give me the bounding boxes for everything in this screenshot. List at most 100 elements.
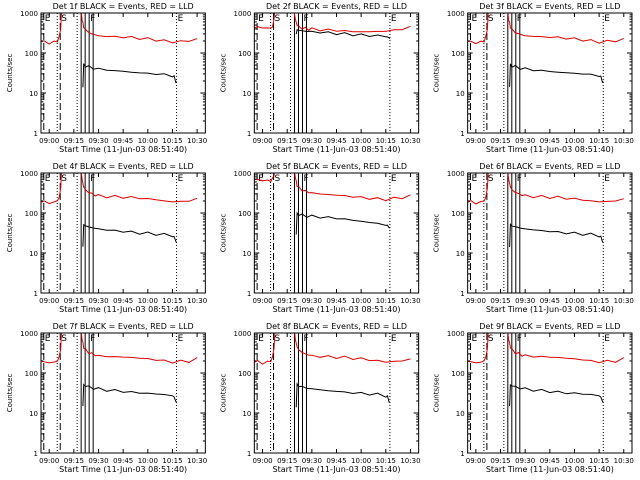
- x-tick-label: 10:15: [376, 457, 396, 465]
- y-tick-label: 1: [247, 450, 251, 458]
- marker-label: E: [604, 14, 610, 24]
- x-tick-label: 09:30: [88, 137, 108, 145]
- marker-label: E: [391, 334, 397, 344]
- detector-panel-6: Det 6f BLACK = Events, RED = LLDESFE09:0…: [433, 162, 634, 314]
- y-axis-label: Counts/sec: [219, 214, 227, 253]
- x-tick-label: 09:00: [39, 457, 59, 465]
- plot-frame: [253, 332, 420, 454]
- y-tick-label: 1000: [447, 10, 465, 18]
- y-tick-label: 1: [34, 450, 38, 458]
- marker-label: S: [488, 174, 494, 184]
- x-tick-label: 09:30: [515, 137, 535, 145]
- detector-panel-4: Det 4f BLACK = Events, RED = LLDESFE09:0…: [6, 162, 207, 314]
- x-tick-label: 09:45: [113, 137, 133, 145]
- x-axis-label: Start Time (11-Jun-03 08:51:40): [272, 465, 400, 474]
- x-tick-label: 09:00: [252, 137, 272, 145]
- marker-label: E: [258, 334, 264, 344]
- marker-label: E: [45, 174, 51, 184]
- marker-label: S: [275, 334, 281, 344]
- x-tick-label: 09:15: [277, 457, 297, 465]
- lld-series-line: [254, 173, 411, 202]
- x-tick-label: 10:30: [614, 137, 634, 145]
- marker-label: E: [178, 334, 184, 344]
- y-axis-label: Counts/sec: [433, 214, 441, 253]
- x-tick-label: 09:45: [540, 137, 560, 145]
- x-tick-label: 10:30: [400, 137, 420, 145]
- events-series-line: [82, 63, 177, 88]
- marker-label: S: [61, 14, 67, 24]
- y-tick-label: 1: [34, 290, 38, 298]
- x-tick-label: 10:00: [138, 137, 158, 145]
- y-axis-label: Counts/sec: [219, 54, 227, 93]
- events-series-line: [295, 382, 390, 408]
- marker-label: E: [471, 334, 477, 344]
- events-series-line: [82, 383, 177, 407]
- events-series-line: [509, 222, 604, 248]
- x-tick-label: 09:30: [302, 297, 322, 305]
- detector-panel-2: Det 2f BLACK = Events, RED = LLDESFE09:0…: [219, 2, 420, 154]
- plot-frame: [467, 12, 633, 134]
- x-axis-label: Start Time (11-Jun-03 08:51:40): [59, 305, 187, 314]
- x-axis-label: Start Time (11-Jun-03 08:51:40): [486, 145, 614, 154]
- x-tick-label: 09:30: [302, 457, 322, 465]
- plot-frame: [467, 172, 633, 294]
- y-tick-label: 100: [25, 50, 38, 58]
- x-tick-label: 09:15: [490, 297, 510, 305]
- y-tick-label: 1000: [20, 330, 38, 338]
- x-tick-label: 09:15: [64, 457, 84, 465]
- marker-label: S: [275, 174, 281, 184]
- x-tick-label: 10:00: [564, 297, 584, 305]
- y-axis-label: Counts/sec: [6, 214, 14, 253]
- detector-panel-8: Det 8f BLACK = Events, RED = LLDESFE09:0…: [219, 322, 420, 474]
- y-tick-label: 1: [460, 130, 464, 138]
- y-tick-label: 1000: [234, 170, 252, 178]
- marker-label: E: [604, 174, 610, 184]
- y-tick-label: 1000: [20, 10, 38, 18]
- events-series-line: [295, 29, 391, 39]
- lld-series-line: [41, 173, 198, 205]
- x-axis-label: Start Time (11-Jun-03 08:51:40): [59, 465, 187, 474]
- x-axis-label: Start Time (11-Jun-03 08:51:40): [272, 145, 400, 154]
- lld-series-line: [467, 333, 625, 364]
- y-tick-label: 10: [29, 410, 38, 418]
- y-tick-label: 1000: [447, 170, 465, 178]
- x-tick-label: 10:15: [589, 297, 609, 305]
- x-tick-label: 10:15: [589, 137, 609, 145]
- detector-panel-1: Det 1f BLACK = Events, RED = LLDESFE09:0…: [6, 2, 207, 154]
- events-series-line: [295, 211, 390, 235]
- x-tick-label: 10:30: [187, 457, 207, 465]
- lld-series-line: [41, 13, 198, 45]
- x-tick-label: 09:30: [88, 457, 108, 465]
- panel-title: Det 4f BLACK = Events, RED = LLD: [53, 162, 194, 171]
- x-axis-label: Start Time (11-Jun-03 08:51:40): [272, 305, 400, 314]
- x-tick-label: 09:00: [466, 457, 486, 465]
- x-tick-label: 09:30: [515, 457, 535, 465]
- x-tick-label: 10:30: [614, 297, 634, 305]
- y-axis-label: Counts/sec: [219, 374, 227, 413]
- x-tick-label: 09:00: [252, 457, 272, 465]
- y-tick-label: 100: [25, 370, 38, 378]
- x-tick-label: 09:30: [515, 297, 535, 305]
- x-tick-label: 10:15: [162, 137, 182, 145]
- y-tick-label: 100: [451, 210, 464, 218]
- x-tick-label: 09:45: [326, 457, 346, 465]
- x-tick-label: 09:15: [490, 457, 510, 465]
- lld-series-line: [467, 13, 624, 45]
- x-axis-label: Start Time (11-Jun-03 08:51:40): [486, 305, 614, 314]
- x-tick-label: 09:45: [113, 457, 133, 465]
- panel-title: Det 3f BLACK = Events, RED = LLD: [479, 2, 620, 11]
- x-tick-label: 09:30: [88, 297, 108, 305]
- panel-title: Det 5f BLACK = Events, RED = LLD: [266, 162, 407, 171]
- detector-panel-9: Det 9f BLACK = Events, RED = LLDESFE09:0…: [433, 322, 634, 474]
- x-tick-label: 09:45: [113, 297, 133, 305]
- x-tick-label: 10:00: [138, 457, 158, 465]
- x-tick-label: 09:00: [39, 297, 59, 305]
- plot-frame: [253, 172, 420, 294]
- lld-series-line: [41, 333, 198, 364]
- y-tick-label: 1000: [234, 10, 252, 18]
- y-tick-label: 1: [460, 450, 464, 458]
- marker-label: S: [488, 14, 494, 24]
- detector-panel-3: Det 3f BLACK = Events, RED = LLDESFE09:0…: [433, 2, 634, 154]
- y-axis-label: Counts/sec: [6, 54, 14, 93]
- marker-label: E: [258, 174, 264, 184]
